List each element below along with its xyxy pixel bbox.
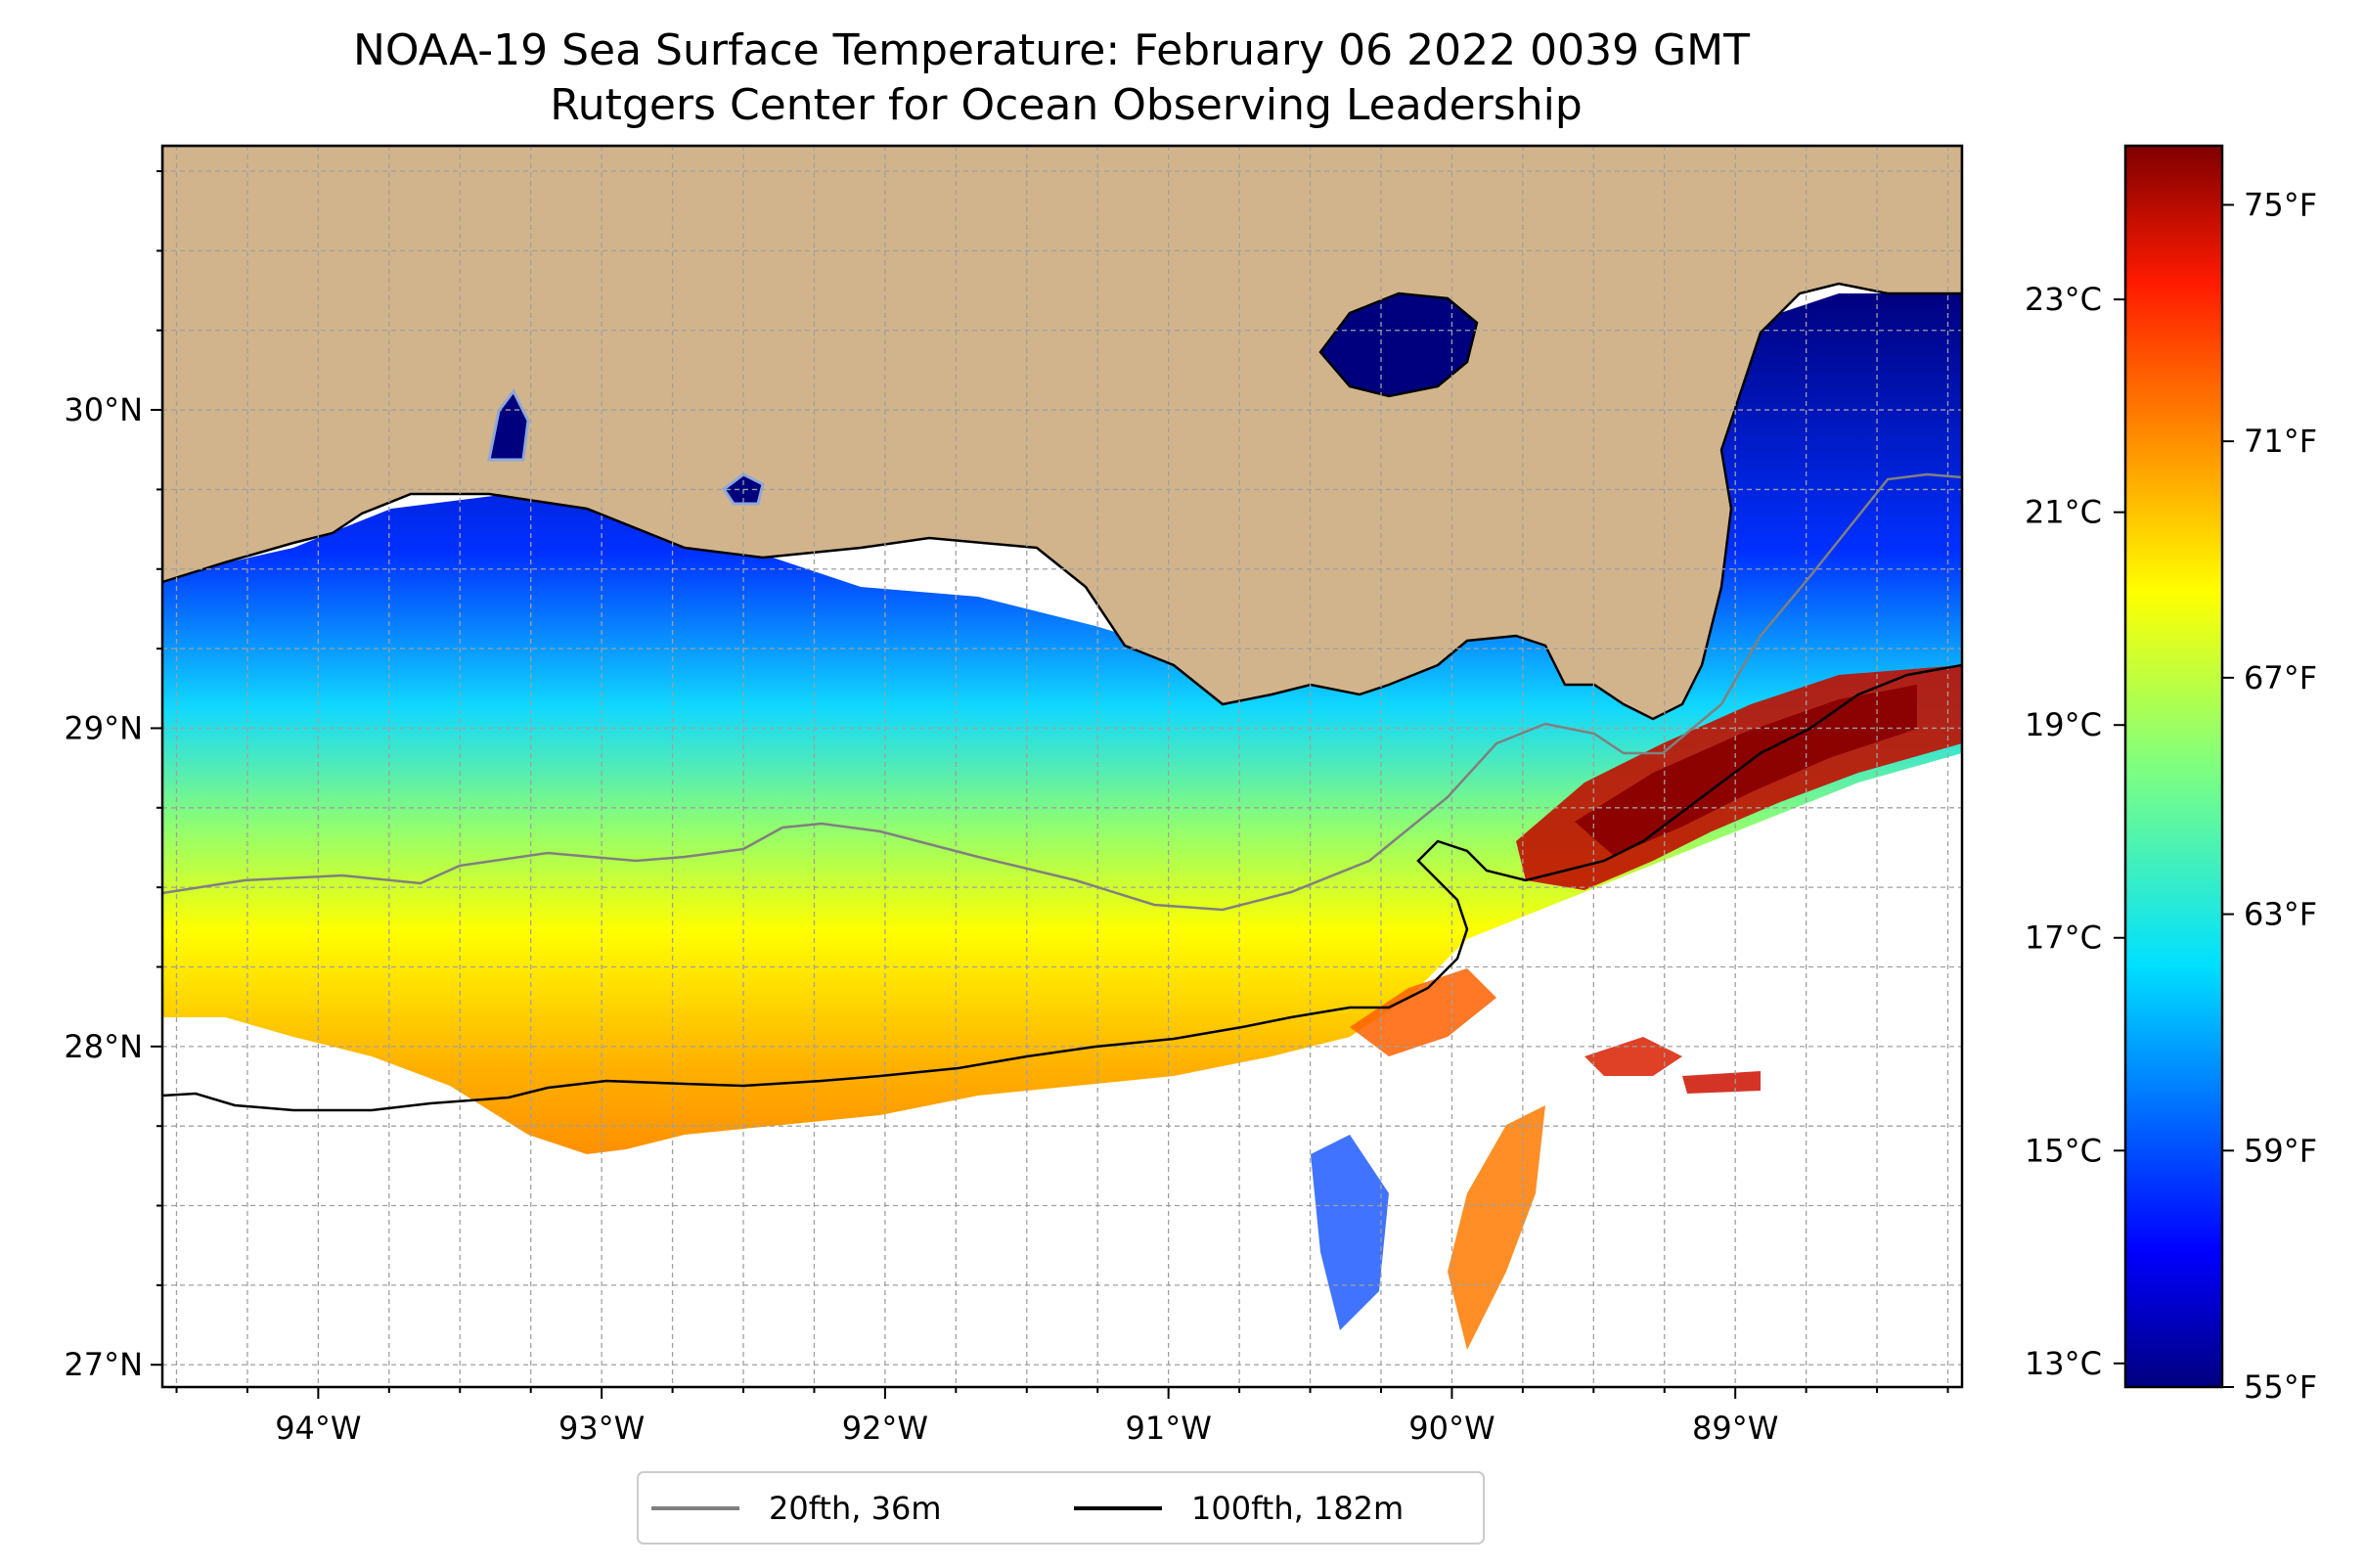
cbar-c-label: 15°C (2025, 1132, 2102, 1169)
cbar-f-label: 75°F (2244, 186, 2317, 223)
contour-20fth (162, 472, 1962, 912)
sst-offshore-patch-4 (1311, 1135, 1389, 1330)
sst-offshore-patch-5 (1682, 1071, 1761, 1094)
lat-tick-label: 27°N (64, 1346, 143, 1383)
title-line-1: NOAA-19 Sea Surface Temperature: Februar… (353, 25, 1750, 75)
map-area (162, 146, 1962, 1387)
colorbar-gradient (2123, 144, 2224, 1389)
cbar-c-label: 23°C (2025, 281, 2102, 318)
cbar-f-label: 59°F (2244, 1132, 2317, 1169)
lon-tick-label: 92°W (842, 1410, 928, 1447)
lon-tick-label: 91°W (1125, 1410, 1211, 1447)
latitude-axis: 30°N 29°N 28°N 27°N (64, 170, 162, 1383)
cbar-f-label: 67°F (2244, 659, 2317, 696)
cbar-c-label: 19°C (2025, 706, 2102, 743)
cbar-c-label: 21°C (2025, 494, 2102, 531)
legend-label-100fth: 100fth, 182m (1191, 1490, 1404, 1527)
colorbar-fahrenheit-axis: 55°F 59°F 63°F 67°F 71°F 75°F (2222, 186, 2317, 1406)
sst-offshore-patch-3 (1584, 1037, 1682, 1076)
longitude-axis: 94°W 93°W 92°W 91°W 90°W 89°W (175, 1387, 1949, 1447)
cbar-f-label: 55°F (2244, 1368, 2317, 1406)
contour-100fth (162, 663, 1962, 1112)
lake-west (487, 388, 530, 462)
title-line-2: Rutgers Center for Ocean Observing Leade… (550, 80, 1583, 130)
colorbar: 55°F 59°F 63°F 67°F 71°F 75°F 13°C 15°C 17°C 19°… (2025, 144, 2317, 1406)
lon-tick-label: 89°W (1692, 1410, 1778, 1447)
sst-field (162, 293, 1962, 1154)
colorbar-celsius-axis: 13°C 15°C 17°C 19°C 21°C 23°C (2025, 281, 2125, 1382)
lon-tick-label: 93°W (558, 1410, 645, 1447)
lon-tick-label: 90°W (1408, 1410, 1495, 1447)
cbar-c-label: 17°C (2025, 919, 2102, 957)
lat-tick-label: 30°N (64, 391, 143, 428)
lat-tick-label: 29°N (64, 709, 143, 746)
lon-tick-label: 94°W (275, 1410, 361, 1447)
legend-label-20fth: 20fth, 36m (769, 1490, 941, 1527)
sst-offshore-patch-1 (1350, 968, 1496, 1056)
cbar-f-label: 71°F (2244, 423, 2317, 460)
gridlines (162, 146, 1962, 1387)
lat-tick-label: 28°N (64, 1028, 143, 1065)
map-border (160, 144, 1964, 1389)
contour-legend: 20fth, 36m 100fth, 182m (637, 1471, 1485, 1545)
cbar-f-label: 63°F (2244, 896, 2317, 933)
contours (162, 472, 1962, 1112)
legend-box (637, 1471, 1485, 1545)
sst-hot-core (1575, 685, 1917, 856)
cbar-c-label: 13°C (2025, 1345, 2102, 1382)
sst-offshore-patch-2 (1448, 1105, 1545, 1350)
land (162, 146, 1962, 721)
lake-pontchartrain (1318, 291, 1479, 398)
